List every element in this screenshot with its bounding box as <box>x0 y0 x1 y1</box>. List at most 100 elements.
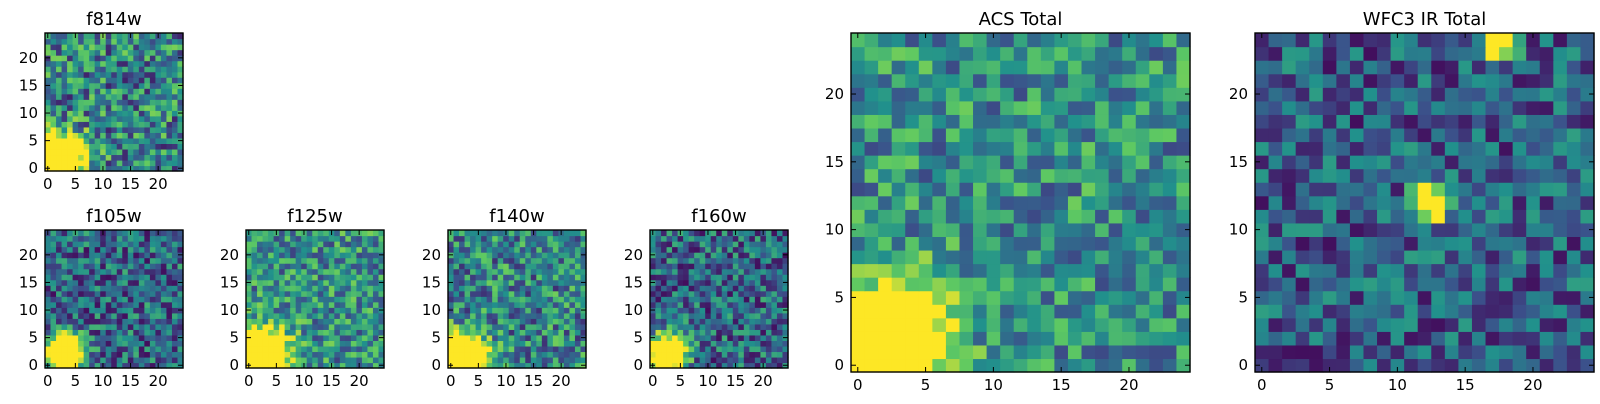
heatmap-cell <box>905 236 920 251</box>
heatmap-cell <box>1458 344 1473 360</box>
heatmap-cell <box>574 296 582 303</box>
heatmap-cell <box>776 263 784 270</box>
heatmap-cell <box>530 235 537 242</box>
heatmap-cell <box>1512 141 1527 156</box>
heatmap-cell <box>45 93 52 100</box>
heatmap-cell <box>765 263 773 270</box>
heatmap-cell <box>67 159 74 167</box>
heatmap-cell <box>94 148 101 156</box>
heatmap-cell <box>61 356 68 364</box>
heatmap-cell <box>155 241 162 248</box>
heatmap-cell <box>1027 263 1042 278</box>
heatmap-cell <box>67 296 74 303</box>
heatmap-cell <box>295 312 302 319</box>
heatmap-cell <box>705 329 712 336</box>
heatmap-cell <box>1404 344 1419 360</box>
heatmap-cell <box>694 268 701 275</box>
heatmap-cell <box>339 345 346 353</box>
heatmap-cell <box>1095 222 1110 237</box>
heatmap-cell <box>464 230 471 237</box>
heatmap-cell <box>251 329 258 336</box>
heatmap-cell <box>1013 344 1028 360</box>
heatmap-cell <box>677 285 684 292</box>
heatmap-cell <box>171 143 179 150</box>
heatmap-cell <box>497 345 504 353</box>
heatmap-cell <box>986 155 1001 170</box>
heatmap-cell <box>61 159 68 167</box>
heatmap-cell <box>171 60 179 67</box>
heatmap-cell <box>1566 290 1582 305</box>
heatmap-cell <box>78 38 85 45</box>
heatmap-cell <box>138 334 145 341</box>
heatmap-cell <box>361 285 369 292</box>
heatmap-cell <box>1349 73 1365 88</box>
heatmap-cell <box>514 230 521 237</box>
heatmap-cell <box>1444 209 1459 224</box>
heatmap-cell <box>732 252 739 259</box>
heatmap-cell <box>1282 249 1297 265</box>
heatmap-cell <box>525 340 532 347</box>
heatmap-cell <box>1268 195 1283 210</box>
heatmap-cell <box>45 318 52 325</box>
heatmap-cell <box>268 318 275 325</box>
heatmap-cell <box>105 329 112 336</box>
heatmap-cell <box>160 165 168 172</box>
heatmap-cell <box>301 307 308 314</box>
heatmap-cell <box>144 323 151 330</box>
heatmap-cell <box>1431 236 1446 251</box>
heatmap-cell <box>122 263 129 270</box>
heatmap-cell <box>111 55 118 62</box>
heatmap-cell <box>1255 358 1270 373</box>
heatmap-cell <box>563 285 571 292</box>
heatmap-cell <box>530 257 537 264</box>
heatmap-cell <box>56 165 63 172</box>
heatmap-cell <box>1282 263 1297 278</box>
heatmap-cell <box>1526 182 1541 197</box>
heatmap-cell <box>334 340 341 347</box>
heatmap-cell <box>743 356 750 364</box>
heatmap-cell <box>83 340 90 347</box>
heatmap-cell <box>78 55 85 62</box>
heatmap-cell <box>481 252 488 259</box>
heatmap-cell <box>67 356 74 364</box>
heatmap-cell <box>878 222 893 237</box>
heatmap-cell <box>56 77 63 84</box>
heatmap-cell <box>1149 141 1164 156</box>
heatmap-cell <box>486 351 493 358</box>
heatmap-cell <box>508 301 515 308</box>
heatmap-cell <box>323 301 330 308</box>
heatmap-cell <box>765 323 773 330</box>
heatmap-cell <box>547 296 554 303</box>
x-tick-label: 5 <box>921 376 931 394</box>
heatmap-cell <box>328 301 335 308</box>
heatmap-cell <box>1377 304 1392 319</box>
heatmap-cell <box>262 301 269 308</box>
heatmap-cell <box>295 318 302 325</box>
heatmap-cell <box>1485 114 1500 129</box>
heatmap-cell <box>552 241 559 248</box>
heatmap-cell <box>486 345 493 353</box>
heatmap-cell <box>133 66 140 73</box>
heatmap-cell <box>470 334 477 341</box>
heatmap-cell <box>1512 249 1527 265</box>
heatmap-cell <box>1268 263 1283 278</box>
heatmap-cell <box>1000 317 1015 332</box>
heatmap-cell <box>986 33 1001 48</box>
heatmap-cell <box>1417 33 1432 48</box>
heatmap-cell <box>448 351 455 358</box>
heatmap-cell <box>508 268 515 275</box>
heatmap-cell <box>50 165 57 172</box>
heatmap-cell <box>127 257 134 264</box>
heatmap-cell <box>72 132 79 139</box>
heatmap-cell <box>508 351 515 358</box>
heatmap-cell <box>295 345 302 353</box>
heatmap-cell <box>378 301 385 308</box>
heatmap-cell <box>574 351 582 358</box>
heatmap-cell <box>1526 331 1541 346</box>
heatmap-cell <box>760 340 767 347</box>
heatmap-cell <box>323 252 330 259</box>
heatmap-cell <box>677 263 684 270</box>
heatmap-cell <box>732 356 739 364</box>
heatmap-cell <box>45 71 52 78</box>
